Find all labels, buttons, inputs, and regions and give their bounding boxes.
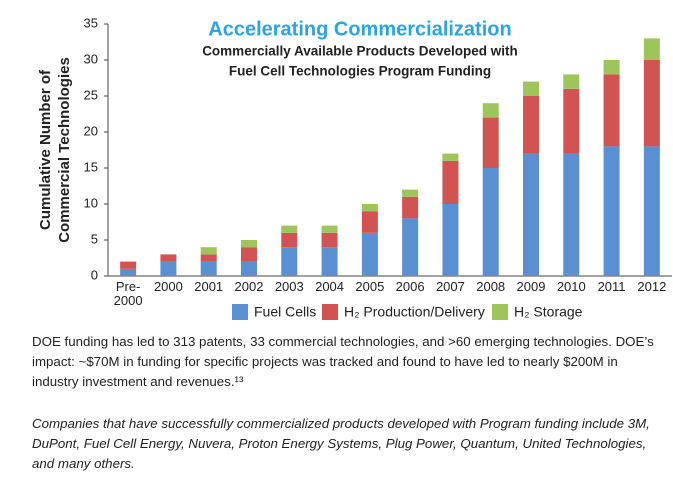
bar-segment bbox=[160, 254, 177, 262]
x-tick-label: Pre- 2000 bbox=[113, 279, 143, 308]
legend-swatch bbox=[322, 304, 338, 320]
legend-swatch bbox=[232, 304, 248, 320]
bar-segment bbox=[643, 38, 660, 60]
bar-segment bbox=[442, 153, 459, 161]
bar-segment bbox=[442, 204, 459, 276]
x-tick-label: 2004 bbox=[315, 279, 345, 294]
bar-segment bbox=[361, 232, 378, 276]
legend-label: Fuel Cells bbox=[254, 304, 316, 320]
x-tick-label: 2010 bbox=[556, 279, 586, 294]
bar-segment bbox=[603, 74, 620, 147]
bar-segment bbox=[281, 247, 298, 276]
x-tick-label: 2012 bbox=[637, 279, 667, 294]
x-tick-label: 2006 bbox=[395, 279, 425, 294]
bar-segment bbox=[402, 196, 419, 219]
bar-segment bbox=[120, 268, 137, 276]
y-tick-label: 25 bbox=[84, 87, 98, 102]
bar-segment bbox=[321, 247, 338, 276]
legend-label: H₂ Storage bbox=[514, 304, 583, 320]
x-tick-label: 2001 bbox=[194, 279, 224, 294]
paragraph: DOE funding has led to 313 patents, 33 c… bbox=[32, 334, 654, 389]
bar-segment bbox=[563, 88, 580, 154]
bar-segment bbox=[321, 232, 338, 248]
paragraph: Companies that have successfully commerc… bbox=[32, 416, 650, 471]
y-axis-label: Commercial Technologies bbox=[56, 57, 73, 243]
bar-segment bbox=[442, 160, 459, 204]
chart-subtitle: Commercially Available Products Develope… bbox=[202, 44, 518, 59]
x-tick-label: 2008 bbox=[476, 279, 506, 294]
y-axis-label: Cumulative Number of bbox=[37, 69, 54, 230]
bar-segment bbox=[241, 261, 257, 276]
bar-segment bbox=[563, 153, 580, 276]
bar-segment bbox=[120, 261, 137, 269]
x-tick-label: 2003 bbox=[274, 279, 304, 294]
bar-segment bbox=[603, 60, 620, 75]
bar-segment bbox=[281, 232, 298, 248]
y-tick-label: 0 bbox=[91, 267, 98, 282]
chart-title: Accelerating Commercialization bbox=[208, 18, 511, 40]
x-tick-label: 2009 bbox=[516, 279, 546, 294]
bar-segment bbox=[643, 146, 660, 276]
x-tick-label: 2007 bbox=[435, 279, 465, 294]
bar-segment bbox=[402, 189, 419, 197]
chart-subtitle: Fuel Cell Technologies Program Funding bbox=[229, 64, 491, 79]
bar-segment bbox=[281, 225, 298, 233]
bar-segment bbox=[241, 240, 257, 248]
bar-segment bbox=[482, 117, 499, 168]
bar-segment bbox=[361, 204, 378, 212]
x-tick-label: 2011 bbox=[597, 279, 626, 294]
bar-segment bbox=[241, 247, 257, 262]
bar-segment bbox=[563, 74, 580, 89]
legend-label: H₂ Production/Delivery bbox=[344, 304, 485, 320]
bar-segment bbox=[523, 81, 539, 96]
bar-segment bbox=[200, 247, 217, 255]
bar-segment bbox=[200, 261, 217, 276]
y-tick-label: 30 bbox=[84, 51, 98, 66]
y-tick-label: 5 bbox=[91, 231, 98, 246]
bar-segment bbox=[402, 218, 419, 276]
y-tick-label: 10 bbox=[84, 195, 98, 210]
bar-segment bbox=[361, 211, 378, 233]
x-tick-label: 2000 bbox=[153, 279, 183, 294]
bar-segment bbox=[643, 60, 660, 147]
y-tick-label: 15 bbox=[84, 159, 98, 174]
y-tick-label: 20 bbox=[84, 123, 98, 138]
x-tick-label: 2002 bbox=[234, 279, 264, 294]
bar-segment bbox=[523, 96, 539, 154]
x-tick-label: 2005 bbox=[355, 279, 385, 294]
bar-segment bbox=[482, 103, 499, 118]
bar-segment bbox=[482, 168, 499, 276]
legend-swatch bbox=[492, 304, 508, 320]
bar-segment bbox=[200, 254, 217, 262]
bar-segment bbox=[603, 146, 620, 276]
bar-segment bbox=[523, 153, 539, 276]
bar-segment bbox=[160, 261, 177, 276]
y-tick-label: 35 bbox=[84, 15, 98, 30]
bar-segment bbox=[321, 225, 338, 233]
